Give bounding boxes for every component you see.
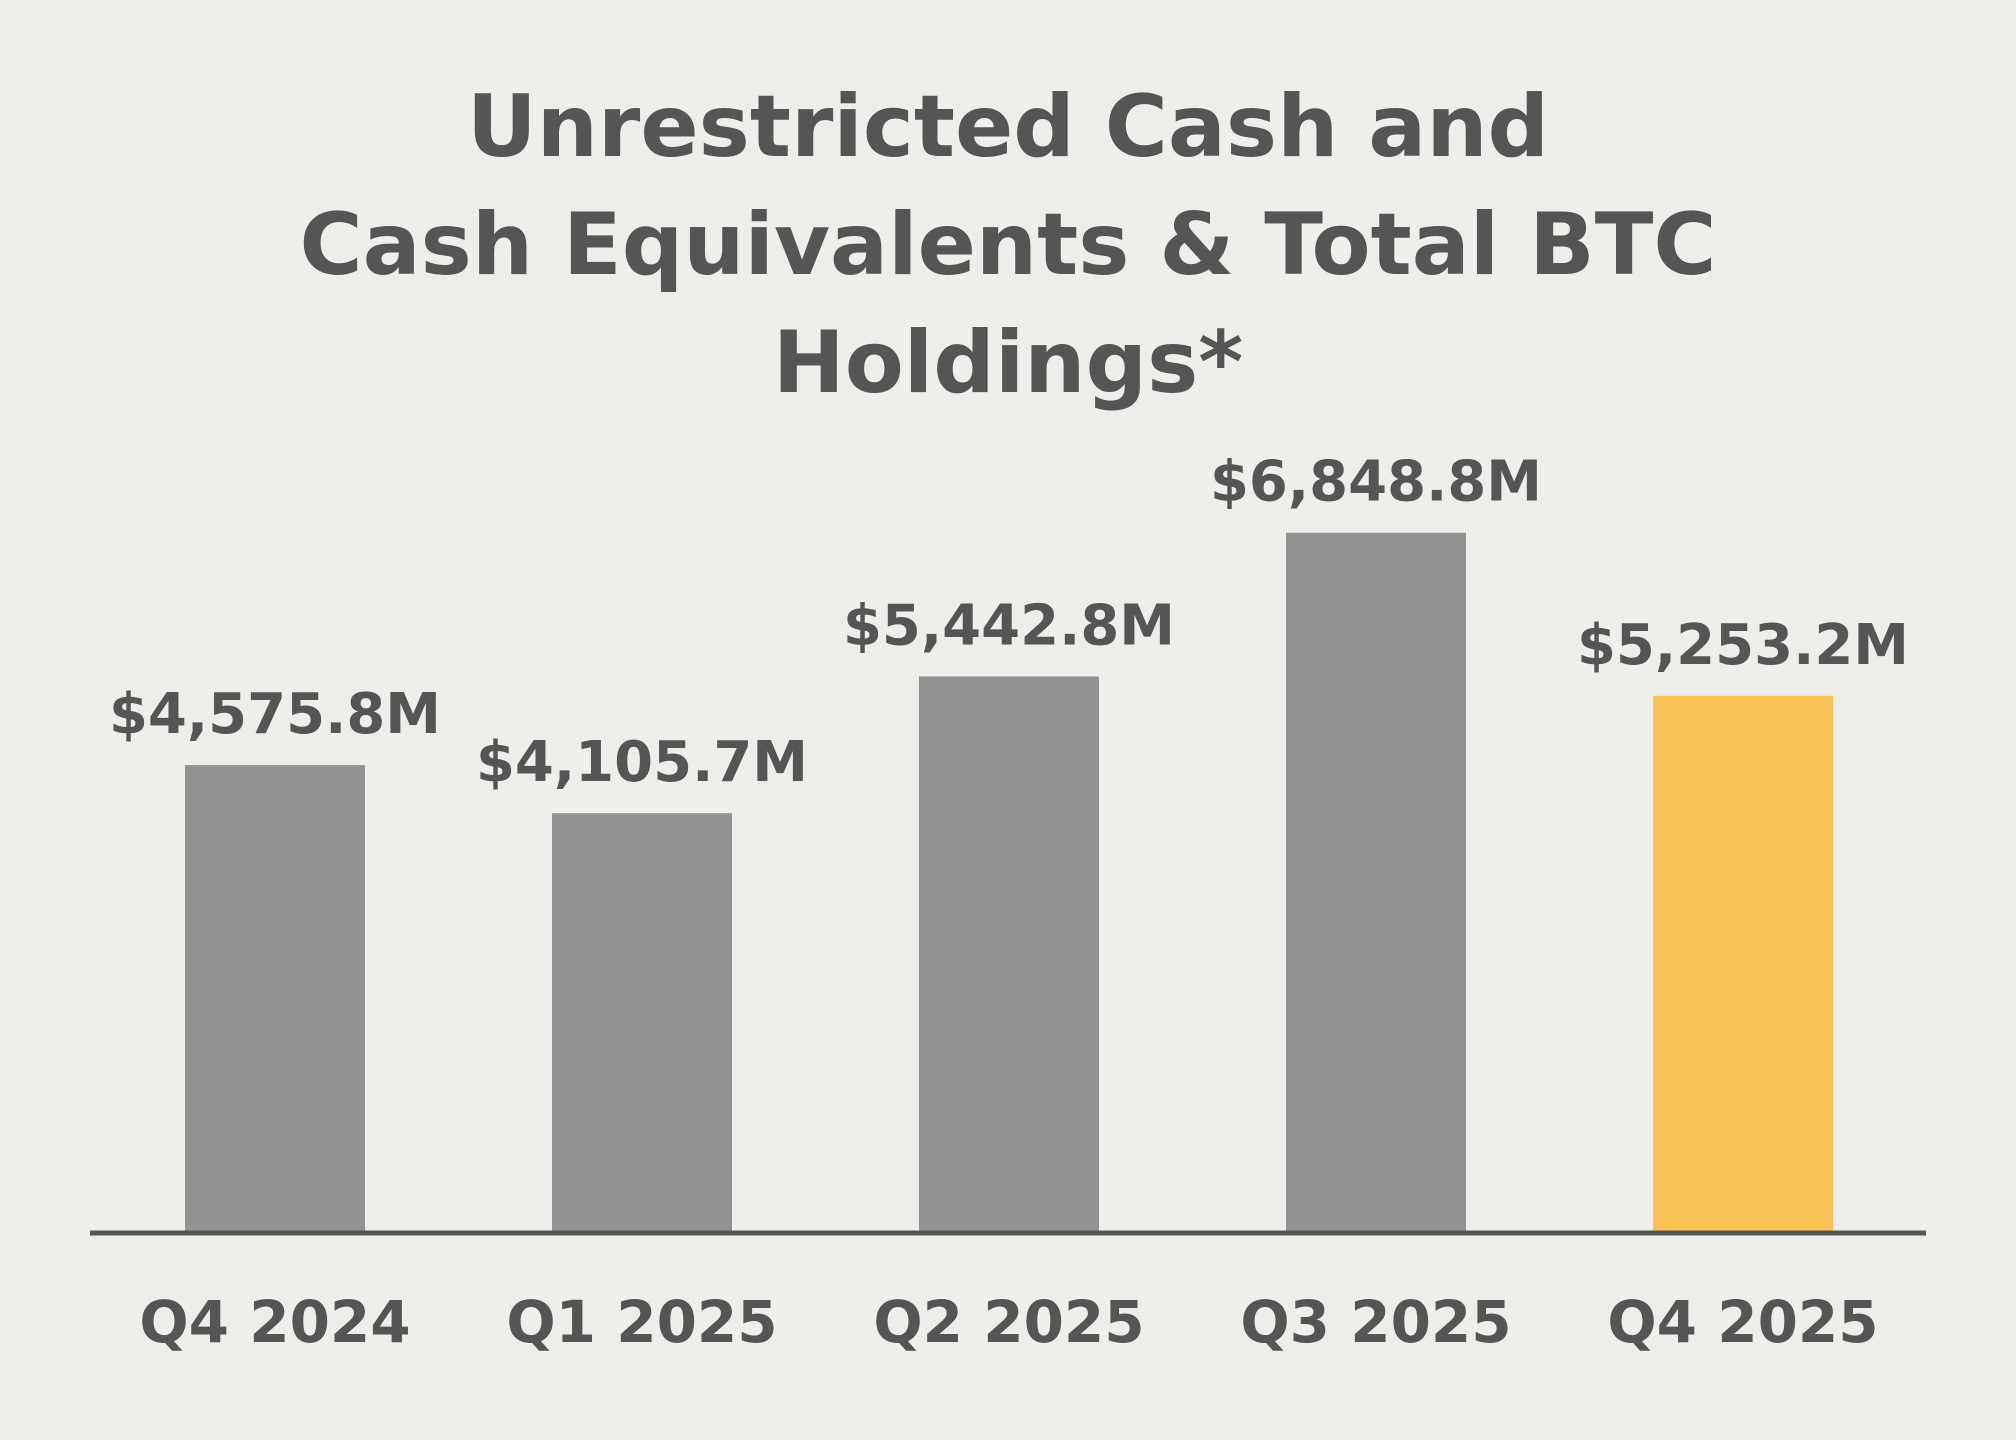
x-tick-label-q3-2025: Q3 2025: [1240, 1288, 1511, 1356]
data-label-q4-2024: $4,575.8M: [109, 682, 441, 747]
data-label-q3-2025: $6,848.8M: [1210, 450, 1542, 515]
x-tick-label-q4-2025: Q4 2025: [1607, 1288, 1878, 1356]
x-tick-label-q1-2025: Q1 2025: [506, 1288, 777, 1356]
bar-q1-2025: [552, 813, 732, 1233]
chart-title-line-1: Unrestricted Cash and: [466, 77, 1550, 177]
chart-title-line-3: Holdings*: [772, 313, 1244, 413]
bar-q4-2024: [185, 765, 365, 1233]
data-label-q4-2025: $5,253.2M: [1577, 613, 1909, 678]
data-label-q1-2025: $4,105.7M: [476, 730, 808, 795]
bar-q2-2025: [919, 676, 1099, 1233]
bar-q4-2025: [1653, 695, 1833, 1233]
chart-title: Unrestricted Cash and Cash Equivalents &…: [0, 68, 2016, 422]
chart-title-line-2: Cash Equivalents & Total BTC: [299, 195, 1717, 295]
data-label-q2-2025: $5,442.8M: [843, 593, 1175, 658]
x-tick-label-q4-2024: Q4 2024: [139, 1288, 410, 1356]
x-tick-label-q2-2025: Q2 2025: [873, 1288, 1144, 1356]
bar-q3-2025: [1286, 532, 1466, 1233]
